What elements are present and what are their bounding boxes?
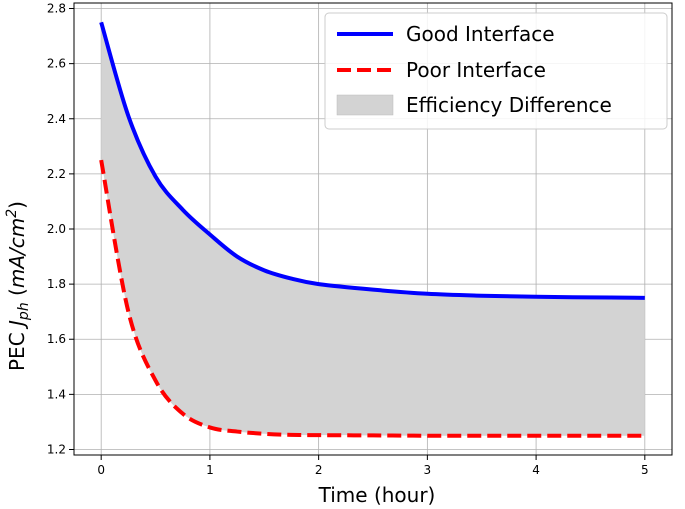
y-axis-label-subscript: ph <box>16 302 32 321</box>
y-tick-label: 1.4 <box>47 387 66 401</box>
y-tick-label: 2.4 <box>47 112 66 126</box>
x-tick-label: 5 <box>641 463 649 477</box>
series-line-good-interface <box>99 21 645 300</box>
legend-label-poor-interface: Poor Interface <box>406 58 546 82</box>
x-tick-label: 2 <box>315 463 323 477</box>
y-axis-label: PEC Jph (mA/cm2) <box>4 201 32 371</box>
y-tick-label: 1.8 <box>47 277 66 291</box>
y-axis-label-prefix: PEC <box>5 326 29 371</box>
y-tick-label: 1.6 <box>47 332 66 346</box>
y-tick-label: 2.8 <box>47 2 66 16</box>
x-tick-label: 0 <box>97 463 105 477</box>
legend-label-efficiency-difference: Efficiency Difference <box>406 93 612 117</box>
series-line-poor-interface <box>99 159 645 438</box>
y-axis-label-superscript: 2 <box>4 209 20 218</box>
x-tick-label: 1 <box>206 463 214 477</box>
y-tick-label: 2.2 <box>47 167 66 181</box>
y-tick-label: 2.6 <box>47 57 66 71</box>
x-tick-label: 3 <box>424 463 432 477</box>
y-axis-label-unit: mA/cm <box>5 218 29 288</box>
legend-swatch-efficiency-difference <box>336 94 394 116</box>
x-axis-label: Time (hour) <box>318 483 436 507</box>
legend-box <box>324 12 668 130</box>
fill-layer <box>101 22 645 436</box>
y-tick-label: 1.2 <box>47 442 66 456</box>
legend: Good Interface Poor Interface Efficiency… <box>324 12 668 130</box>
y-axis-label-unit-open: ( <box>5 288 29 302</box>
ticks: 0 1 2 3 4 5 1.2 1.4 1.6 1.8 2.0 2.2 2.4 2.6 2.8 <box>47 2 649 477</box>
efficiency-difference-area <box>101 22 645 436</box>
legend-label-good-interface: Good Interface <box>406 22 555 46</box>
series-layer <box>99 21 645 438</box>
y-tick-label: 2.0 <box>47 222 66 236</box>
y-axis-label-symbol: J <box>5 320 29 330</box>
y-axis-label-unit-close: ) <box>5 201 29 209</box>
x-tick-label: 4 <box>532 463 540 477</box>
